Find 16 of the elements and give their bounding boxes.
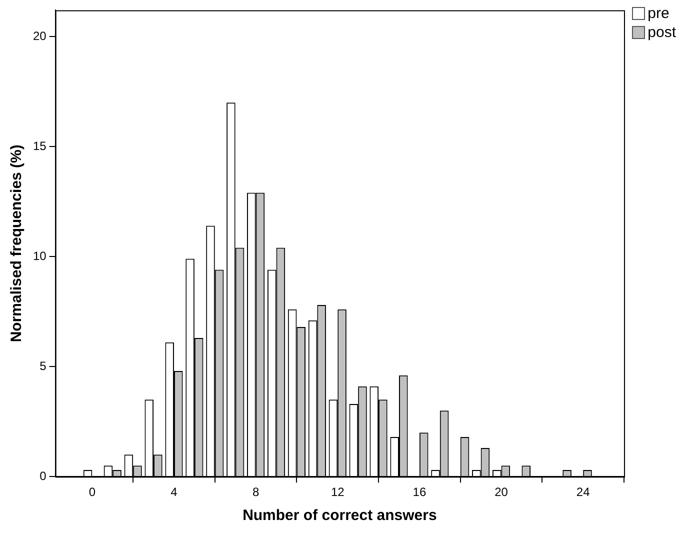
y-tick-label: 5: [40, 358, 47, 373]
x-tick-label: 0: [88, 485, 96, 500]
y-axis-title: Normalised frequencies (%): [8, 144, 26, 342]
x-tick-label: 8: [252, 485, 260, 500]
text: pre: [648, 4, 670, 23]
x-tick-label: 24: [576, 485, 590, 500]
x-tick-label: 4: [170, 485, 178, 500]
y-tick-label: 20: [32, 28, 47, 43]
x-tick-label: 12: [330, 485, 345, 500]
legend-label: post: [648, 23, 676, 42]
y-tick-label: 0: [40, 468, 47, 483]
x-axis-title: Number of correct answers: [242, 507, 437, 524]
y-tick-label: 15: [32, 138, 47, 153]
y-tick-label: 10: [32, 248, 47, 263]
x-tick-label: 20: [494, 485, 508, 500]
x-tick-label: 16: [412, 485, 426, 500]
